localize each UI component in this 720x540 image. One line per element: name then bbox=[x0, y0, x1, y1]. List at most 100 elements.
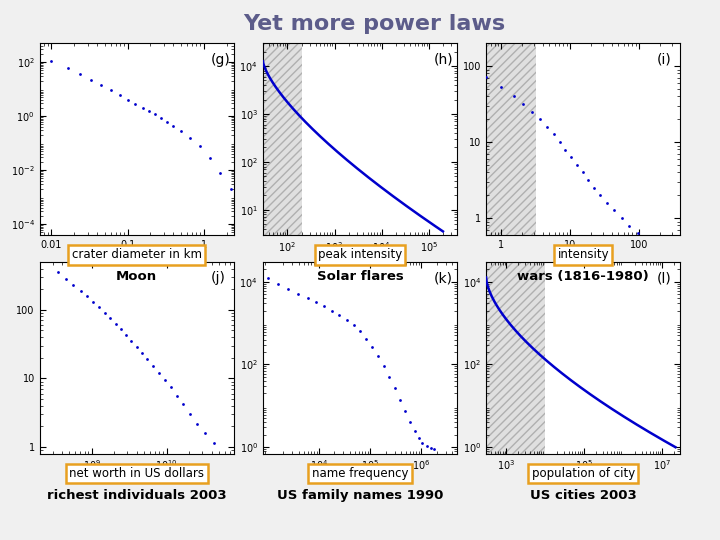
Point bbox=[508, 92, 519, 101]
Point bbox=[156, 113, 167, 122]
Point bbox=[318, 302, 330, 311]
Point bbox=[608, 206, 620, 215]
Point bbox=[559, 145, 571, 154]
Point bbox=[208, 438, 220, 447]
Point bbox=[571, 160, 582, 169]
Point bbox=[405, 417, 416, 426]
Point bbox=[149, 110, 161, 119]
Point bbox=[192, 420, 203, 428]
Point bbox=[588, 183, 600, 192]
Text: Yet more power laws: Yet more power laws bbox=[243, 14, 505, 33]
Point bbox=[161, 117, 173, 126]
Point bbox=[360, 334, 372, 343]
Point bbox=[582, 176, 594, 184]
Bar bbox=[263, 43, 302, 235]
Point bbox=[99, 308, 110, 317]
Text: richest individuals 2003: richest individuals 2003 bbox=[47, 489, 227, 502]
Text: Moon: Moon bbox=[116, 270, 158, 283]
Point bbox=[372, 352, 384, 361]
Point bbox=[105, 86, 117, 94]
Text: wars (1816-1980): wars (1816-1980) bbox=[518, 270, 649, 283]
Point bbox=[534, 115, 546, 124]
Text: population of city: population of city bbox=[531, 467, 635, 480]
Point bbox=[413, 434, 425, 442]
Point bbox=[310, 298, 322, 307]
Point bbox=[143, 107, 155, 116]
Bar bbox=[486, 43, 536, 235]
Point bbox=[480, 73, 492, 82]
Point bbox=[120, 330, 132, 339]
Text: Solar flares: Solar flares bbox=[317, 270, 403, 283]
Text: US cities 2003: US cities 2003 bbox=[530, 489, 636, 502]
Text: peak intensity: peak intensity bbox=[318, 248, 402, 261]
Point bbox=[282, 285, 294, 293]
Point bbox=[171, 391, 183, 400]
Point bbox=[348, 321, 359, 329]
Point bbox=[383, 373, 395, 381]
Point bbox=[95, 80, 107, 89]
Point bbox=[45, 56, 57, 65]
Point bbox=[409, 426, 420, 435]
Point bbox=[215, 168, 226, 177]
Point bbox=[166, 383, 177, 391]
Text: (j): (j) bbox=[211, 272, 225, 286]
Text: net worth in US dollars: net worth in US dollars bbox=[69, 467, 204, 480]
Point bbox=[624, 221, 635, 230]
Point bbox=[272, 279, 284, 288]
Point bbox=[428, 445, 439, 454]
Point bbox=[293, 290, 305, 299]
Point bbox=[595, 191, 606, 200]
Point bbox=[420, 442, 432, 451]
Text: intensity: intensity bbox=[557, 248, 609, 261]
Point bbox=[122, 96, 133, 104]
Point bbox=[141, 355, 153, 363]
Point bbox=[366, 343, 378, 352]
Point bbox=[495, 83, 507, 92]
Point bbox=[326, 306, 338, 315]
Point bbox=[159, 375, 171, 384]
Point bbox=[548, 130, 559, 139]
Point bbox=[400, 407, 411, 415]
Point bbox=[68, 281, 79, 289]
Point bbox=[657, 244, 669, 253]
Point bbox=[87, 298, 99, 306]
Point bbox=[378, 362, 390, 370]
Point bbox=[168, 122, 179, 130]
Point bbox=[175, 127, 186, 136]
Point bbox=[236, 204, 248, 212]
Text: (i): (i) bbox=[657, 53, 672, 67]
Point bbox=[115, 325, 127, 333]
Point bbox=[93, 303, 104, 312]
Point bbox=[566, 153, 577, 161]
Point bbox=[126, 336, 138, 345]
Point bbox=[554, 138, 565, 146]
Point bbox=[262, 273, 274, 282]
Point bbox=[526, 107, 538, 116]
Point bbox=[341, 315, 353, 324]
Point bbox=[153, 369, 165, 377]
Point bbox=[184, 410, 195, 418]
Point bbox=[53, 268, 64, 276]
Point bbox=[110, 319, 122, 328]
Point bbox=[114, 91, 126, 99]
Point bbox=[354, 327, 366, 336]
Point bbox=[577, 168, 588, 177]
Point bbox=[104, 314, 116, 322]
Point bbox=[389, 384, 400, 393]
Point bbox=[640, 235, 652, 244]
Point bbox=[601, 199, 613, 207]
Point bbox=[225, 185, 237, 193]
Point bbox=[177, 400, 189, 409]
Point bbox=[60, 275, 71, 284]
Point bbox=[394, 395, 405, 404]
Point bbox=[148, 362, 159, 370]
Point bbox=[184, 133, 196, 142]
Point bbox=[194, 141, 206, 150]
Text: crater diameter in km: crater diameter in km bbox=[72, 248, 202, 261]
Point bbox=[417, 438, 428, 447]
Point bbox=[75, 286, 86, 295]
Text: US family names 1990: US family names 1990 bbox=[276, 489, 444, 502]
Point bbox=[333, 310, 345, 319]
Text: name frequency: name frequency bbox=[312, 467, 408, 480]
Point bbox=[204, 154, 215, 163]
